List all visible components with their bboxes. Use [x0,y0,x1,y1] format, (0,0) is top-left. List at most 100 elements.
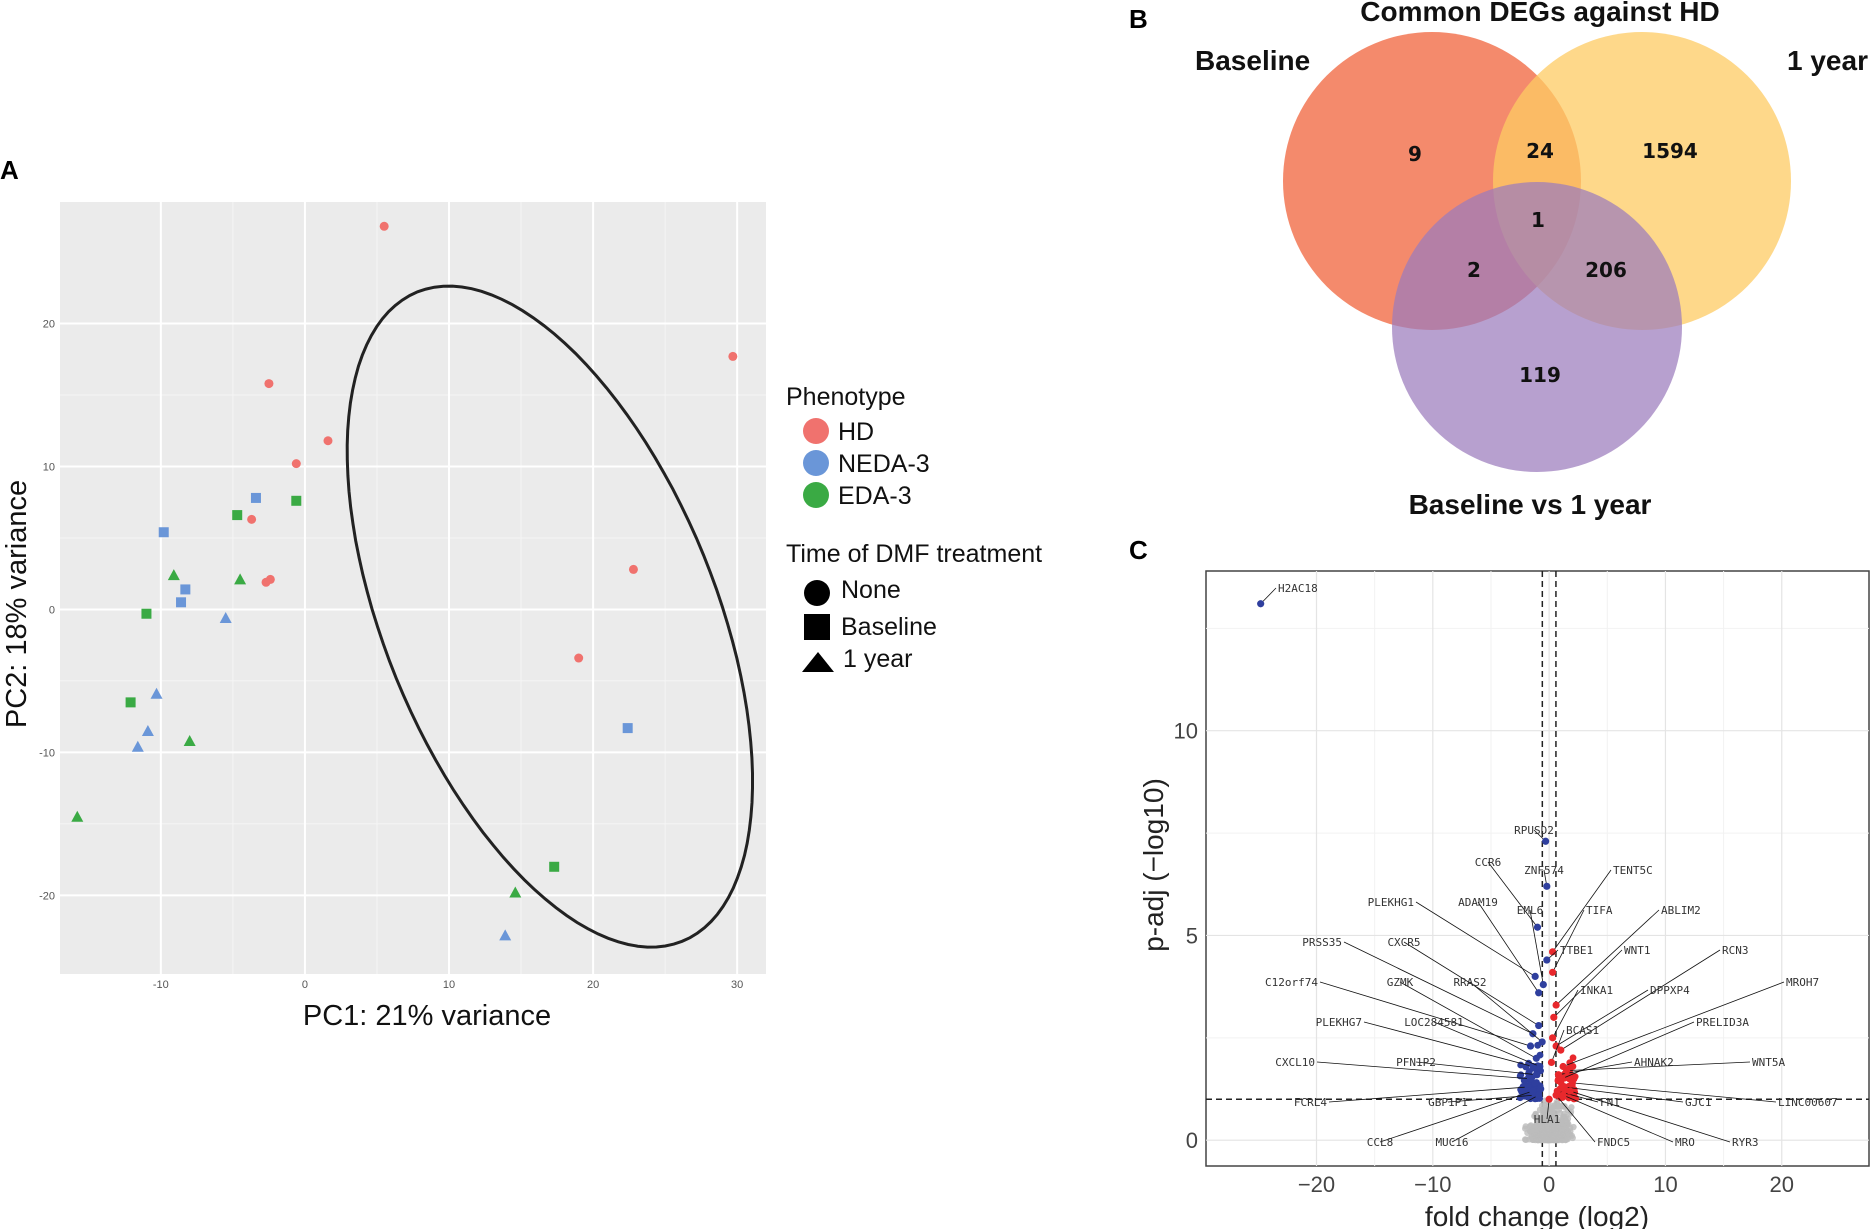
volcano-gene-label-loc284581: LOC284581 [1404,1016,1464,1029]
volcano-gene-label-mroh7: MROH7 [1786,976,1819,989]
volcano-point-labeled-linc00607 [1568,1079,1576,1087]
volcano-point-ns [1549,1104,1556,1112]
volcano-y-axis-label: p-adj (−log10) [1138,778,1169,952]
volcano-x-tick-label: 10 [1653,1172,1677,1197]
volcano-gene-label-ryr3: RYR3 [1732,1136,1759,1149]
legend-hd-swatch [803,418,829,444]
venn-count-all-three: 1 [1531,208,1545,232]
volcano-point-labeled-wnt1 [1550,1013,1558,1021]
volcano-label-leader-mro [1562,1094,1674,1143]
volcano-point-labeled-adam19 [1535,989,1543,997]
volcano-point-labeled-plekhg1 [1531,972,1539,981]
volcano-point-ns [1538,1102,1546,1110]
volcano-gene-label-pfn1p2: PFN1P2 [1396,1056,1436,1069]
volcano-point-labeled-cxcl10 [1526,1075,1535,1083]
volcano-label-leader-ccl8 [1379,1090,1533,1143]
volcano-point-ns [1531,1130,1538,1137]
volcano-point-ns [1538,1125,1545,1132]
volcano-y-tick-label: 5 [1186,923,1198,948]
pca-y-tick-label: 0 [49,604,55,616]
volcano-gene-label-rras2: RRAS2 [1453,976,1486,989]
volcano-gene-label-eml6: EML6 [1517,904,1544,917]
volcano-gene-label-c12orf74: C12orf74 [1265,976,1318,989]
volcano-point-labeled-gzmk [1532,1054,1540,1062]
volcano-label-leader-tifa [1552,909,1585,973]
volcano-nonsignificant-points [1521,1097,1577,1144]
volcano-point-labeled-fcrl4 [1524,1083,1532,1091]
volcano-label-leader-mroh7 [1562,981,1785,1067]
volcano-label-leader-cxcl10 [1316,1061,1531,1080]
pca-y-tick-label: 10 [43,461,55,473]
volcano-x-tick-label: 0 [1543,1172,1555,1197]
volcano-label-leader-wnt5a [1566,1061,1751,1071]
pca-tick-labels: -10 0 10 20 30 20 10 0 -10 -20 [39,319,743,991]
venn-count-bvs1-only: 119 [1519,363,1561,387]
volcano-point-labeled-fndc5 [1552,1091,1560,1099]
venn-count-baseline-only: 9 [1408,142,1422,166]
volcano-point-ns [1532,1110,1539,1118]
pca-x-tick-label: 20 [587,979,599,991]
volcano-point-labeled-hla1 [1545,1095,1553,1103]
pca-point-eda-3-triangle [183,734,196,746]
volcano-gene-label-gbp1p1: GBP1P1 [1428,1096,1468,1109]
volcano-point-labeled-ablim2 [1552,1001,1560,1009]
pca-point-eda-3-triangle [167,569,180,581]
volcano-y-tick-label: 0 [1186,1128,1198,1153]
volcano-label-leader-muc16 [1451,1094,1539,1143]
volcano-gene-label-muc16: MUC16 [1435,1136,1468,1149]
pca-point-hd-circle [574,653,584,663]
volcano-gene-label-ccr6: CCR6 [1475,856,1502,869]
volcano-point-labeled-rpusd2 [1542,837,1550,845]
volcano-gene-label-gzmk: GZMK [1387,976,1414,989]
venn-count-baseline-1year: 24 [1526,139,1554,163]
pca-point-eda-3-square [125,697,136,708]
volcano-x-tick-label: −20 [1298,1172,1335,1197]
volcano-point-labeled-dppxp4 [1552,1042,1560,1050]
volcano-label-leader-fndc5 [1555,1094,1596,1143]
pca-y-tick-label: 20 [43,319,55,331]
volcano-label-leader-inka1 [1552,989,1579,1039]
volcano-label-leader-ryr3 [1569,1090,1731,1143]
volcano-label-leader-dppxp4 [1555,989,1649,1047]
legend-eda3-swatch [803,482,829,508]
volcano-gene-label-rcn3: RCN3 [1722,944,1749,957]
legend-neda3-label: NEDA-3 [838,450,930,478]
volcano-point-ns [1552,1114,1559,1121]
volcano-label-leader-plekhg1 [1415,901,1536,977]
pca-point-eda-3-triangle [509,886,522,898]
volcano-x-tick-label: 20 [1770,1172,1794,1197]
volcano-label-leader-rras2 [1469,981,1543,1043]
volcano-point-labeled-tifa [1549,968,1557,976]
volcano-x-axis-label: fold change (log2) [1425,1201,1649,1229]
pca-point-neda-3-square [250,492,261,503]
volcano-gene-label-mro: MRO [1675,1136,1695,1149]
legend-1year-label: 1 year [843,645,912,673]
volcano-point-labeled-ccl8 [1529,1087,1537,1095]
volcano-gene-label-fcrl4: FCRL4 [1294,1096,1327,1109]
pca-point-hd-circle [264,379,274,389]
legend-time-title: Time of DMF treatment [786,540,1042,568]
legend-square-icon [804,614,830,640]
pca-point-neda-3-square [176,597,187,608]
volcano-point-ns [1551,1119,1559,1127]
pca-point-eda-3-square [549,861,560,872]
pca-y-tick-label: -20 [39,890,55,902]
volcano-label-leader-eml6 [1529,909,1544,985]
volcano-point-labeled-wnt5a [1562,1066,1571,1075]
volcano-gene-label-tent5c: TENT5C [1613,864,1653,877]
volcano-label-leader-prss35 [1343,941,1534,1035]
volcano-point-labeled-ahnak2 [1554,1071,1563,1079]
pca-legend: Phenotype HD NEDA-3 EDA-3 Time of DMF tr… [786,383,1042,673]
volcano-label-leader-ahnak2 [1558,1061,1633,1076]
legend-circle-icon [804,580,830,606]
volcano-point-labeled-inka1 [1549,1034,1557,1042]
volcano-point-labeled-bcas1 [1547,1058,1556,1066]
volcano-point-labeled-rcn3 [1557,1046,1565,1054]
volcano-point-labeled-loc284581 [1536,1062,1544,1071]
volcano-gene-label-plekhg1: PLEKHG1 [1368,896,1414,909]
pca-point-hd-circle [247,514,257,524]
pca-x-tick-label: 30 [731,979,743,991]
pca-point-hd-circle [261,577,271,587]
pca-cluster-ellipse [345,284,754,949]
